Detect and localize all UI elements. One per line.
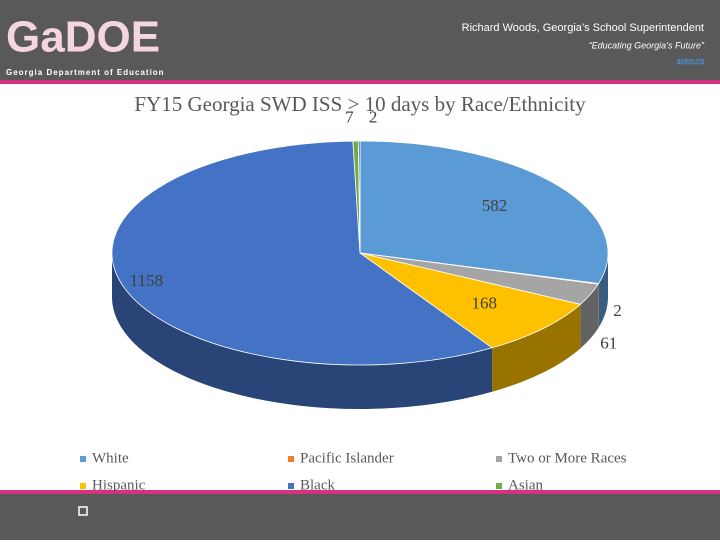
logo-text: GaDOE (6, 13, 160, 62)
legend-label: Pacific Islander (300, 450, 394, 466)
legend-swatch (80, 456, 86, 462)
legend-label: White (92, 450, 129, 466)
header-link[interactable]: gadoe.org (677, 59, 704, 65)
header-name: Richard Woods, Georgia’s School Superint… (462, 22, 704, 34)
chart-title: FY15 Georgia SWD ISS > 10 days by Race/E… (134, 92, 586, 116)
data-label: 2 (369, 108, 378, 127)
data-label: 168 (471, 293, 497, 312)
legend-swatch (496, 456, 502, 462)
data-label: 582 (482, 196, 508, 215)
legend-label: Black (300, 477, 335, 493)
data-label: 7 (345, 108, 354, 127)
header-motto: “Educating Georgia’s Future” (589, 40, 705, 50)
legend-label: Two or More Races (508, 450, 627, 466)
legend-swatch (288, 456, 294, 462)
logo-subtitle: Georgia Department of Education (6, 68, 165, 77)
legend-label: Hispanic (92, 477, 146, 493)
data-label: 61 (600, 334, 617, 353)
legend-swatch (80, 483, 86, 489)
legend-swatch (288, 483, 294, 489)
legend-label: Asian (508, 477, 543, 493)
header-rule (0, 80, 720, 84)
footer-bar (0, 494, 720, 540)
legend-swatch (496, 483, 502, 489)
data-label: 2 (613, 301, 622, 320)
data-label: 1158 (130, 271, 163, 290)
